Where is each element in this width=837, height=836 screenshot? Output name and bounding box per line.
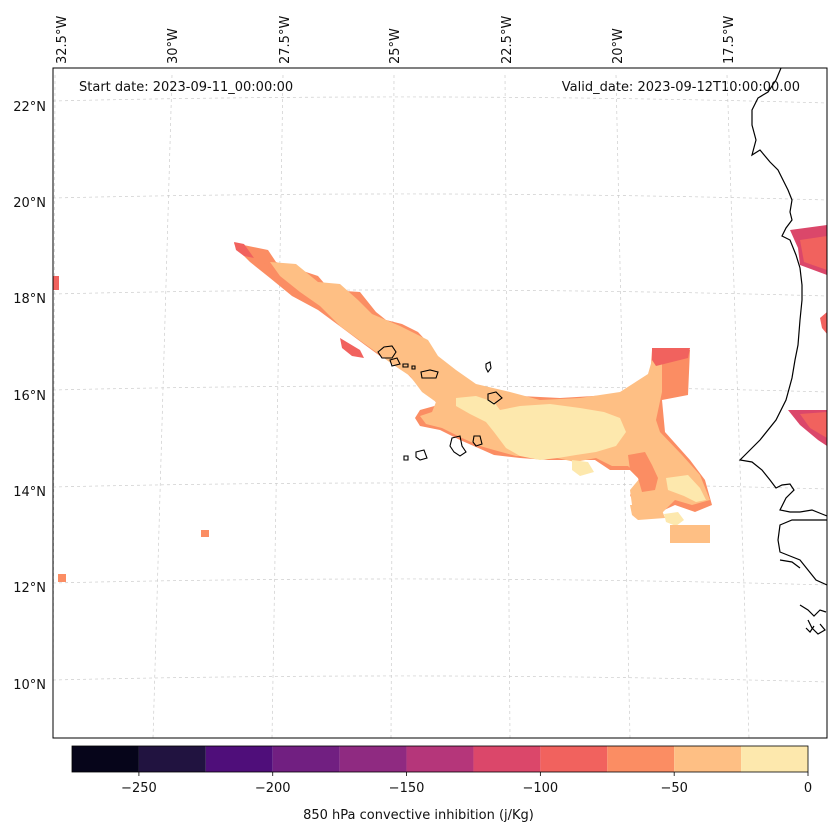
lon-label: 32.5°W	[55, 16, 70, 64]
contour-dark	[340, 338, 364, 358]
parallel	[53, 578, 827, 586]
lat-label: 22°N	[13, 100, 46, 115]
lat-label: 18°N	[13, 292, 46, 307]
contour-light	[630, 505, 665, 520]
contour-lightest	[666, 475, 706, 502]
colorbar-segment	[540, 746, 608, 772]
gridlines	[53, 74, 827, 738]
colorbar-tick-label: −50	[660, 781, 687, 796]
meridian	[726, 74, 750, 738]
colorbar-tick-label: −100	[523, 781, 559, 796]
colorbar-segment	[473, 746, 541, 772]
parallel	[53, 482, 827, 490]
lon-label: 30°W	[166, 28, 181, 64]
colorbar: −250 −200 −150 −100 −50 0	[71, 745, 812, 796]
contour-dark	[800, 412, 827, 438]
meridian	[390, 74, 395, 738]
island	[449, 435, 467, 457]
parallel	[53, 385, 827, 393]
lat-label: 12°N	[13, 581, 46, 596]
contour-medium	[201, 530, 209, 537]
lon-label: 27.5°W	[278, 16, 293, 64]
valid-date-label: Valid_date: 2023-09-12T10:00:00.00	[562, 80, 800, 95]
parallel	[53, 193, 827, 201]
colorbar-segment	[406, 746, 474, 772]
meridian	[152, 74, 173, 738]
lon-label: 20°W	[611, 28, 626, 64]
african-coastline	[738, 68, 827, 635]
contour-medium	[255, 262, 270, 272]
contour-dark	[800, 236, 827, 270]
lat-label: 10°N	[13, 678, 46, 693]
colorbar-tick-label: −150	[389, 781, 425, 796]
contour-lightest	[572, 460, 594, 476]
colorbar-segment	[741, 746, 808, 772]
island	[485, 361, 492, 374]
lat-label: 20°N	[13, 196, 46, 211]
lat-label: 16°N	[13, 389, 46, 404]
contour-medium	[58, 574, 66, 582]
island	[402, 363, 409, 368]
colorbar-segment	[607, 746, 675, 772]
colorbar-segment	[72, 746, 139, 772]
meridian	[271, 74, 284, 738]
colorbar-frame	[71, 745, 809, 773]
parallel	[53, 289, 827, 297]
contour-dark	[53, 276, 59, 290]
island	[472, 435, 483, 447]
colorbar-tick-label: 0	[804, 781, 812, 796]
colorbar-tick-label: −200	[255, 781, 291, 796]
contour-medium	[628, 452, 658, 492]
map-frame	[52, 67, 828, 739]
island	[411, 365, 416, 370]
contour-light	[270, 262, 710, 515]
contour-dark	[652, 348, 690, 366]
lon-label: 17.5°W	[722, 16, 737, 64]
lat-label: 14°N	[13, 485, 46, 500]
colorbar-segment	[205, 746, 273, 772]
contour-lightest	[456, 396, 626, 460]
island	[420, 369, 439, 379]
colorbar-segment	[272, 746, 340, 772]
lon-label: 22.5°W	[500, 16, 515, 64]
lon-label: 25°W	[388, 28, 403, 64]
cin-filled-contours	[53, 225, 827, 582]
colorbar-segment	[138, 746, 206, 772]
latitude-labels: 22°N 20°N 18°N 16°N 14°N 12°N 10°N	[13, 100, 46, 693]
cape-verde-islands	[377, 345, 503, 461]
colorbar-ticks: −250 −200 −150 −100 −50 0	[121, 772, 812, 796]
colorbar-tick-label: −250	[121, 781, 157, 796]
parallel	[53, 675, 827, 683]
colorbar-segment	[339, 746, 407, 772]
parallel	[53, 96, 827, 104]
contour-dark	[820, 312, 827, 334]
colorbar-segment	[674, 746, 742, 772]
colorbar-segments	[72, 746, 808, 772]
contour-lightest	[664, 512, 684, 526]
island	[487, 391, 503, 405]
colorbar-title: 850 hPa convective inhibition (j/Kg)	[303, 808, 534, 823]
contour-light	[670, 525, 710, 543]
island	[415, 449, 428, 461]
island	[377, 345, 397, 359]
start-date-label: Start date: 2023-09-11_00:00:00	[79, 80, 293, 95]
island	[389, 357, 401, 367]
island	[403, 455, 409, 461]
contour-dark	[234, 242, 254, 258]
longitude-labels: 32.5°W 30°W 27.5°W 25°W 22.5°W 20°W 17.5…	[55, 16, 737, 64]
